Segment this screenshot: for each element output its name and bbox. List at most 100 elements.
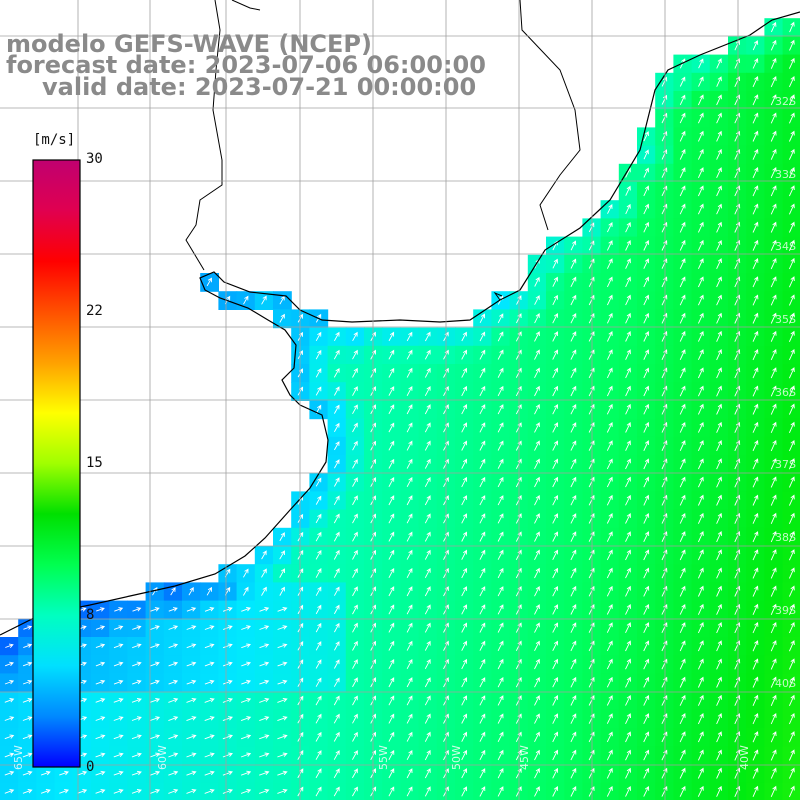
wind-arrow xyxy=(570,713,577,724)
wind-arrow xyxy=(661,494,668,506)
wind-arrow xyxy=(679,731,686,743)
wind-arrow xyxy=(697,203,704,215)
wind-arrow xyxy=(222,643,233,649)
wind-arrow xyxy=(552,312,559,324)
wind-arrow xyxy=(788,203,795,215)
wind-arrow xyxy=(352,549,358,560)
wind-arrow xyxy=(168,625,179,630)
wind-arrow xyxy=(552,349,559,360)
wind-arrow xyxy=(716,640,722,652)
wind-arrow xyxy=(643,258,650,269)
wind-arrow xyxy=(770,640,777,652)
wind-arrow xyxy=(497,531,504,542)
wind-arrow xyxy=(279,586,285,596)
wind-arrow xyxy=(770,221,777,233)
wind-arrow xyxy=(788,185,795,197)
wind-arrow xyxy=(716,258,722,269)
wind-arrow xyxy=(113,679,124,685)
wind-arrow xyxy=(406,640,413,651)
wind-arrow xyxy=(243,295,249,305)
wind-arrow xyxy=(752,112,759,124)
wind-arrow xyxy=(461,604,468,615)
wind-arrow xyxy=(643,331,650,342)
wind-arrow xyxy=(479,731,486,742)
wind-arrow xyxy=(406,567,413,579)
wind-arrow xyxy=(697,130,704,142)
wind-arrow xyxy=(752,676,759,688)
wind-arrow xyxy=(752,312,759,324)
wind-arrow xyxy=(788,130,795,142)
wind-arrow xyxy=(643,203,650,215)
wind-arrow xyxy=(679,440,686,451)
wind-arrow xyxy=(697,294,704,306)
wind-arrow xyxy=(697,167,704,178)
wind-arrow xyxy=(570,786,577,797)
wind-arrow xyxy=(770,276,777,288)
wind-arrow xyxy=(679,385,686,397)
wind-arrow xyxy=(606,258,613,269)
wind-arrow xyxy=(59,770,69,776)
wind-arrow xyxy=(333,677,340,687)
lat-label: 40S xyxy=(775,677,796,690)
wind-arrow xyxy=(552,258,558,269)
wind-arrow xyxy=(315,622,322,633)
wind-arrow xyxy=(734,440,741,452)
wind-arrow xyxy=(661,330,668,342)
wind-arrow xyxy=(734,585,741,597)
wind-arrow xyxy=(770,494,777,506)
wind-arrow xyxy=(188,587,194,596)
wind-arrow xyxy=(752,458,759,470)
wind-arrow xyxy=(661,167,668,178)
wind-arrow xyxy=(716,276,722,288)
wind-arrow xyxy=(315,513,322,524)
wind-arrow xyxy=(461,786,468,797)
wind-arrow xyxy=(352,568,358,578)
wind-arrow xyxy=(150,698,161,703)
wind-arrow xyxy=(479,567,486,579)
wind-arrow xyxy=(552,385,559,397)
wind-arrow xyxy=(716,130,722,142)
wind-arrow xyxy=(770,658,777,670)
wind-arrow xyxy=(716,531,722,543)
wind-arrow xyxy=(716,749,722,761)
wind-arrow xyxy=(606,585,613,597)
wind-arrow xyxy=(788,585,795,597)
wind-arrow xyxy=(570,331,577,342)
wind-arrow xyxy=(334,477,340,487)
wind-arrow xyxy=(788,167,795,179)
wind-arrow xyxy=(770,349,777,361)
wind-arrow xyxy=(734,94,741,106)
wind-arrow xyxy=(788,476,795,488)
wind-arrow xyxy=(625,294,631,306)
wind-arrow xyxy=(497,731,504,743)
wind-arrow xyxy=(752,440,759,452)
wind-arrow xyxy=(461,531,468,542)
wind-arrow xyxy=(552,331,559,342)
wind-arrow xyxy=(606,731,613,743)
wind-arrow xyxy=(770,694,777,706)
wind-arrow xyxy=(697,185,704,197)
wind-arrow xyxy=(734,549,741,561)
wind-arrow xyxy=(424,531,431,542)
wind-arrow xyxy=(388,404,395,415)
wind-arrow xyxy=(333,786,340,797)
wind-arrow xyxy=(424,640,431,651)
colorbar-tick: 0 xyxy=(86,759,95,775)
wind-arrow xyxy=(388,586,395,597)
wind-arrow xyxy=(661,221,668,233)
wind-arrow xyxy=(186,752,197,758)
wind-arrow xyxy=(461,385,468,397)
wind-arrow xyxy=(734,58,741,69)
wind-arrow xyxy=(697,349,704,360)
wind-arrow xyxy=(406,749,413,761)
wind-arrow xyxy=(479,349,486,360)
wind-arrow xyxy=(22,661,33,667)
wind-arrow xyxy=(186,697,197,703)
wind-arrow xyxy=(406,768,413,779)
wind-arrow xyxy=(461,495,468,506)
wind-arrow xyxy=(552,494,559,506)
wind-arrow xyxy=(770,530,777,543)
wind-arrow xyxy=(388,640,395,651)
wind-arrow xyxy=(661,203,668,215)
wind-arrows xyxy=(4,21,795,798)
